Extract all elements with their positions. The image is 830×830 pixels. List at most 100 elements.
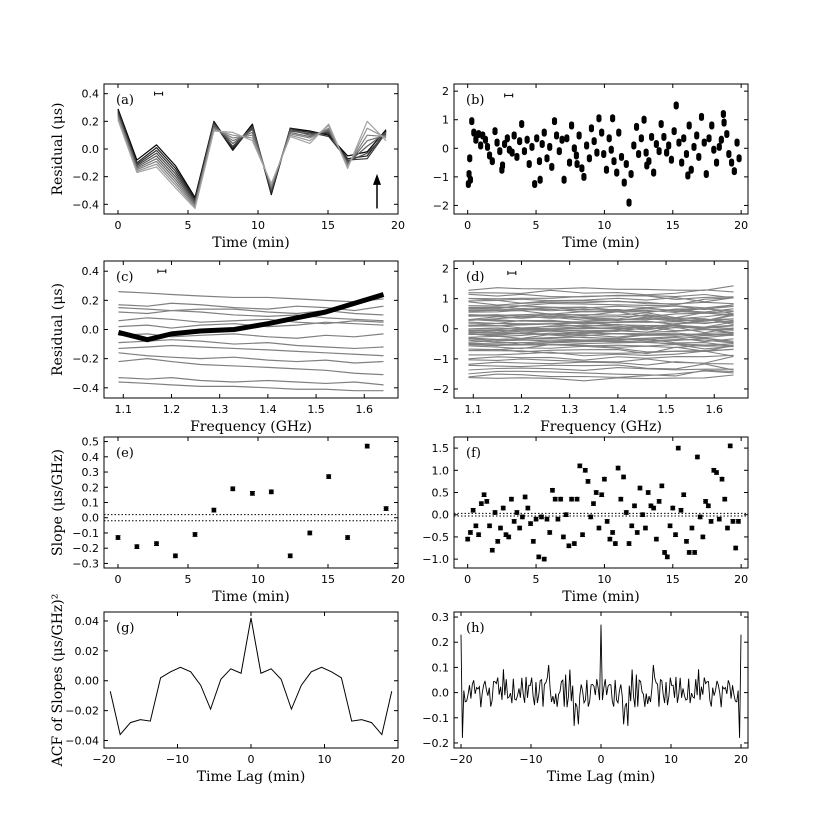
series-line [468,314,734,322]
data-point [612,541,618,546]
y-tick-label: −0.4 [72,382,99,395]
data-point [683,149,690,156]
data-point [634,530,640,535]
data-point [154,541,159,547]
data-point [574,159,580,166]
series-line [468,307,734,315]
series-line [109,617,393,736]
data-point [681,134,687,140]
data-point [478,501,484,507]
x-tick-label: 0 [115,219,122,232]
plot-area-a [117,108,387,210]
series-line [468,323,734,330]
data-point [484,142,491,149]
data-point [633,122,640,129]
data-point [606,134,612,140]
data-point [489,157,495,163]
data-point [581,172,587,179]
x-axis-label: Time (min) [562,235,640,251]
data-point [736,518,741,524]
data-point [230,486,236,492]
data-point [596,525,602,531]
series-line [468,370,734,378]
data-point [700,534,706,540]
data-point [706,134,712,140]
x-tick-label: 15 [321,219,335,232]
data-point [499,165,505,171]
data-point [653,139,659,146]
data-point [616,128,622,134]
data-point [541,128,547,134]
data-point [471,128,477,134]
data-point [547,530,553,535]
x-tick-label: 10 [251,219,265,232]
data-point [643,525,648,531]
data-point [686,121,692,127]
data-point [658,119,664,126]
panel-label: (e) [116,446,134,461]
panel-label: (h) [466,621,485,636]
data-point [603,165,610,171]
panel-d: 1.1 1.2 1.3 1.4 1.5 1.6 −2 −1 0 1 2 (d) Frequency (G… [433,260,749,435]
series-line [118,344,384,357]
data-point [722,496,728,502]
data-point [566,158,573,164]
y-tick-label: −1 [433,353,449,366]
y-tick-label: 0.5 [82,436,100,449]
data-point [645,490,651,495]
series-line [117,119,387,210]
data-point [476,532,482,538]
data-point [686,550,692,555]
y-axis-label: Slope (μs/GHz) [50,449,66,556]
y-tick-label: 1.0 [432,464,450,477]
data-point [134,544,140,550]
data-point [539,139,545,146]
data-point [725,525,730,531]
y-tick-label: −0.2 [72,542,99,555]
x-tick-label: 20 [391,219,405,232]
series-line [468,302,734,309]
data-point [716,516,722,522]
data-point [537,175,543,181]
panel-label: (a) [116,93,134,108]
data-point [492,510,498,515]
x-tick-label: 10 [597,573,611,586]
data-point [577,463,583,469]
y-tick-label: 0.2 [82,481,100,494]
y-tick-label: 0.4 [82,88,100,101]
y-tick-label: 1.5 [432,442,450,455]
x-tick-label: 10 [597,219,611,232]
data-point [519,119,525,126]
data-point [724,129,730,136]
data-point [705,503,711,509]
data-point [666,141,672,147]
x-tick-label: 1.6 [706,403,724,416]
data-point [611,157,617,163]
y-axis-label: Residual (μs) [50,103,66,196]
series-line [468,332,734,339]
data-point [734,138,740,144]
data-point [494,138,500,144]
data-point [571,541,577,546]
x-tick-label: 1.5 [307,403,325,416]
data-point [643,148,649,154]
data-point [521,147,528,153]
data-point [631,141,637,147]
data-point [560,534,566,540]
data-point [591,501,596,507]
data-point [716,142,722,149]
data-point [268,489,274,495]
y-tick-label: 0.02 [75,645,100,658]
series-line [468,363,734,371]
data-point [469,117,475,123]
data-point [726,149,732,156]
data-point [579,164,585,170]
series-line [118,381,384,392]
x-tick-label: −10 [519,753,542,766]
x-tick-label: 20 [734,219,748,232]
data-point [584,141,590,147]
data-point [727,443,733,449]
data-point [648,132,655,139]
series-line [118,291,384,303]
y-tick-label: 0 [442,323,449,336]
